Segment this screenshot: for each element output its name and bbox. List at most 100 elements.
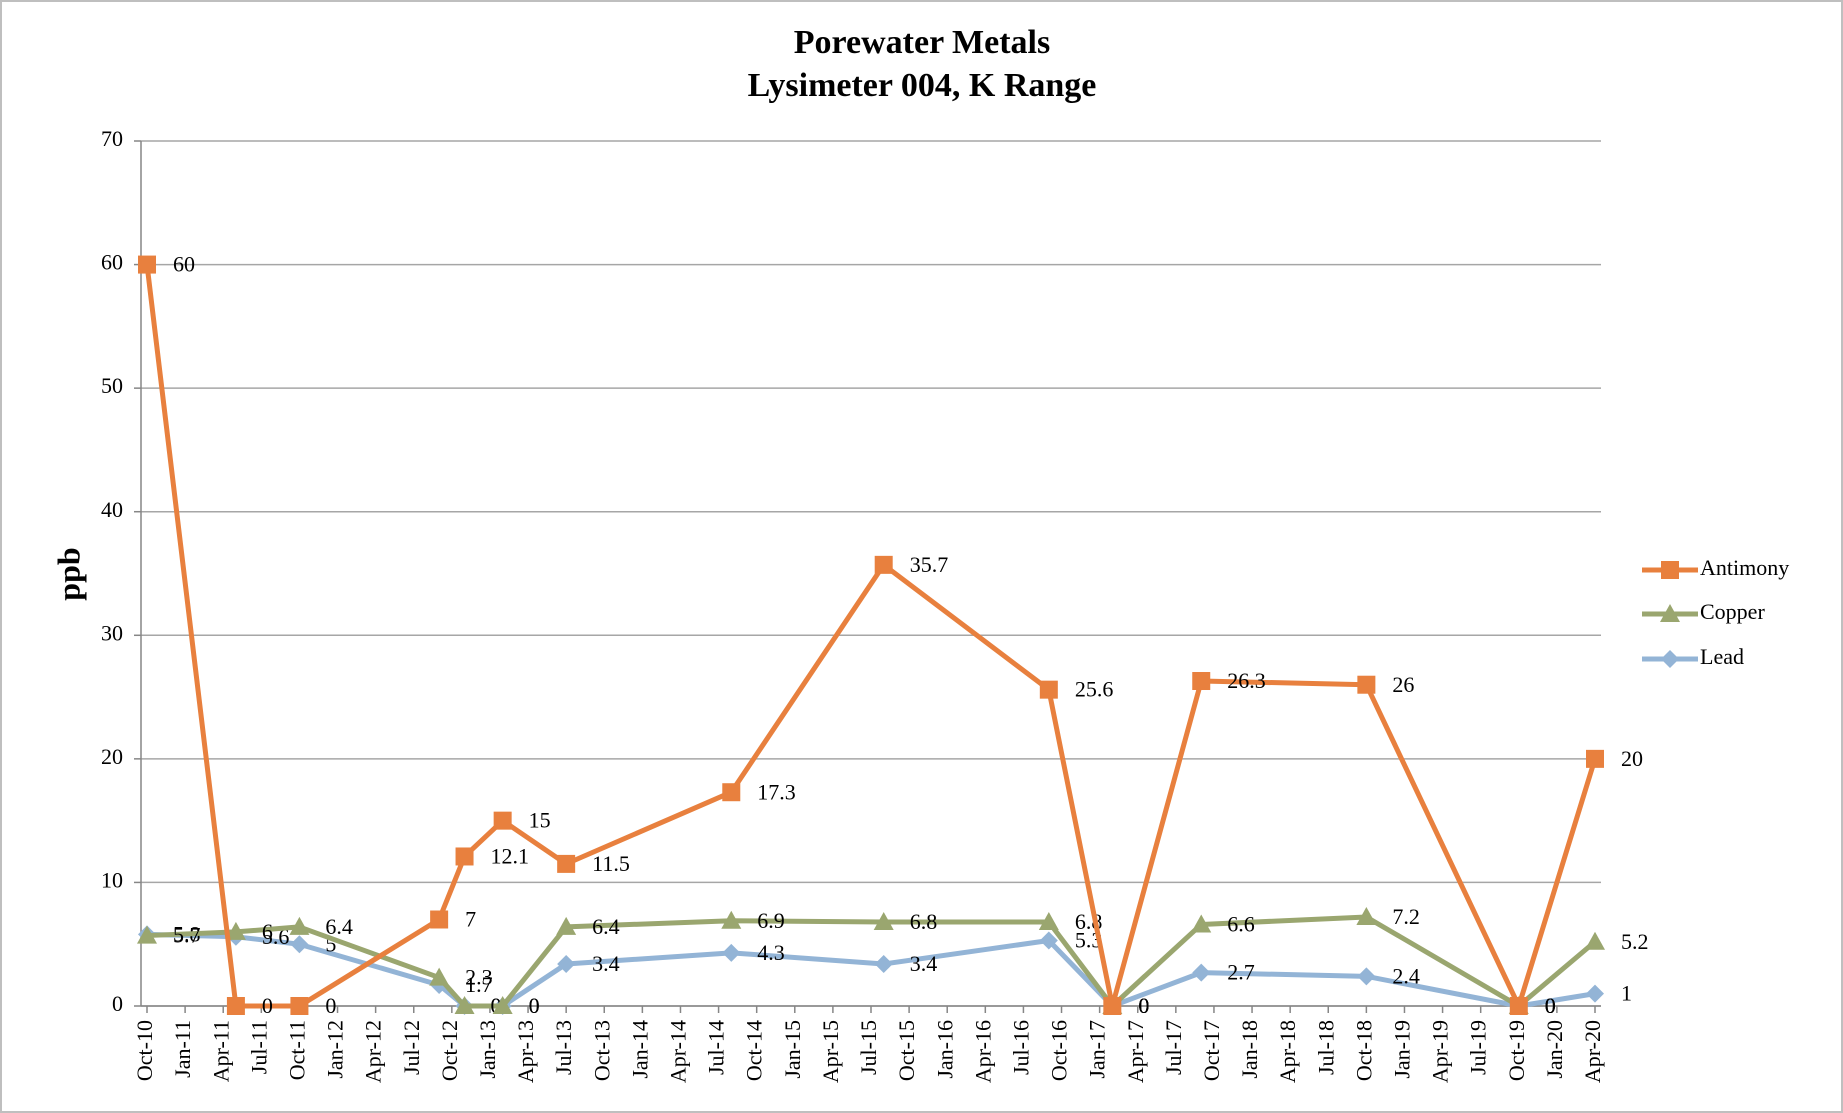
data-label: 0 — [1545, 993, 1556, 1018]
y-axis-label: ppb — [50, 547, 86, 600]
data-label: 20 — [1621, 746, 1643, 771]
x-tick-label: Apr-18 — [1275, 1020, 1300, 1083]
x-tick-label: Apr-19 — [1428, 1020, 1453, 1083]
data-label: 25.6 — [1075, 677, 1114, 702]
marker — [722, 783, 741, 802]
x-tick-label: Jul-15 — [856, 1020, 881, 1075]
x-tick-label: Oct-11 — [284, 1020, 309, 1080]
data-label: 6.9 — [757, 908, 785, 933]
data-label: 0 — [1138, 993, 1149, 1018]
marker — [1038, 911, 1059, 930]
data-label: 3.4 — [910, 951, 938, 976]
data-label: 1 — [1621, 981, 1632, 1006]
data-label: 12.1 — [491, 844, 529, 869]
x-tick-label: Oct-14 — [742, 1020, 767, 1081]
data-label: 5.2 — [1621, 929, 1649, 954]
marker — [430, 910, 449, 929]
x-tick-label: Apr-17 — [1123, 1020, 1148, 1083]
data-label: 0 — [1545, 993, 1556, 1018]
x-tick-label: Apr-16 — [970, 1020, 995, 1083]
x-tick-label: Jan-14 — [627, 1020, 652, 1079]
marker — [1661, 561, 1679, 579]
data-label: 0 — [262, 993, 273, 1018]
data-label: 15 — [529, 808, 551, 833]
marker — [1586, 984, 1604, 1003]
x-tick-label: Oct-12 — [437, 1020, 462, 1081]
y-tick-label: 0 — [112, 991, 123, 1016]
x-tick-label: Jan-12 — [323, 1020, 348, 1079]
data-label: 5 — [325, 931, 336, 956]
data-label: 0 — [1138, 993, 1149, 1018]
x-tick-label: Oct-18 — [1351, 1020, 1376, 1081]
marker — [226, 997, 245, 1015]
x-tick-label: Jul-17 — [1161, 1020, 1186, 1075]
x-tick-label: Jul-13 — [551, 1020, 576, 1075]
data-label: 7 — [465, 907, 476, 932]
marker — [429, 967, 450, 986]
data-label: 3.4 — [592, 951, 620, 976]
data-label: 60 — [173, 252, 195, 277]
marker — [454, 996, 475, 1014]
x-tick-label: Oct-15 — [894, 1020, 919, 1081]
marker — [290, 935, 309, 954]
x-tick-label: Oct-19 — [1504, 1020, 1529, 1081]
data-label: 2.3 — [465, 965, 493, 990]
marker — [1357, 967, 1376, 986]
data-label: 26 — [1392, 672, 1414, 697]
legend-label: Lead — [1700, 644, 1744, 669]
marker — [289, 916, 310, 935]
marker — [556, 916, 577, 935]
marker — [1661, 650, 1679, 668]
data-label: 6.6 — [1227, 911, 1255, 936]
x-tick-label: Jan-20 — [1542, 1020, 1567, 1079]
data-label: 26.3 — [1227, 668, 1266, 693]
x-tick-label: Jul-16 — [1008, 1020, 1033, 1075]
x-tick-label: Jul-14 — [704, 1020, 729, 1075]
x-tick-label: Oct-16 — [1047, 1020, 1072, 1081]
x-tick-label: Apr-12 — [361, 1020, 386, 1083]
marker — [1357, 675, 1376, 694]
marker — [1660, 604, 1680, 622]
data-label: 6.4 — [592, 914, 620, 939]
y-tick-label: 20 — [101, 744, 123, 769]
data-label: 6.4 — [325, 914, 353, 939]
data-label: 0 — [529, 993, 540, 1018]
data-label: 6.8 — [910, 909, 938, 934]
x-tick-label: Jan-18 — [1237, 1020, 1262, 1079]
x-tick-label: Apr-15 — [818, 1020, 843, 1083]
chart-title: Porewater Metals — [794, 24, 1050, 61]
marker — [874, 555, 893, 574]
x-tick-label: Jul-19 — [1466, 1020, 1491, 1075]
marker — [493, 811, 512, 830]
marker — [1586, 749, 1604, 768]
marker — [1192, 963, 1211, 982]
x-tick-label: Jan-11 — [170, 1020, 195, 1078]
marker — [722, 943, 741, 962]
marker — [137, 925, 157, 944]
x-tick-label: Apr-13 — [513, 1020, 538, 1083]
data-label: 5.7 — [173, 923, 201, 948]
chart-subtitle: Lysimeter 004, K Range — [748, 67, 1097, 104]
marker — [1356, 907, 1377, 926]
x-tick-label: Jul-12 — [399, 1020, 424, 1075]
marker — [1509, 997, 1528, 1015]
x-tick-label: Oct-10 — [132, 1020, 157, 1081]
marker — [1191, 914, 1212, 933]
marker — [557, 854, 576, 873]
data-label: 11.5 — [592, 851, 630, 876]
marker — [557, 954, 576, 973]
data-label: 0 — [325, 993, 336, 1018]
x-tick-label: Jan-15 — [780, 1020, 805, 1079]
data-label: 0 — [491, 993, 502, 1018]
data-label: 17.3 — [757, 779, 796, 804]
marker — [1039, 680, 1058, 699]
y-tick-label: 50 — [101, 373, 123, 398]
marker — [721, 910, 742, 929]
y-tick-label: 40 — [101, 497, 123, 522]
y-tick-label: 60 — [101, 250, 123, 275]
data-label: 0 — [529, 993, 540, 1018]
marker — [455, 847, 474, 866]
marker — [492, 996, 513, 1014]
marker — [874, 954, 893, 973]
